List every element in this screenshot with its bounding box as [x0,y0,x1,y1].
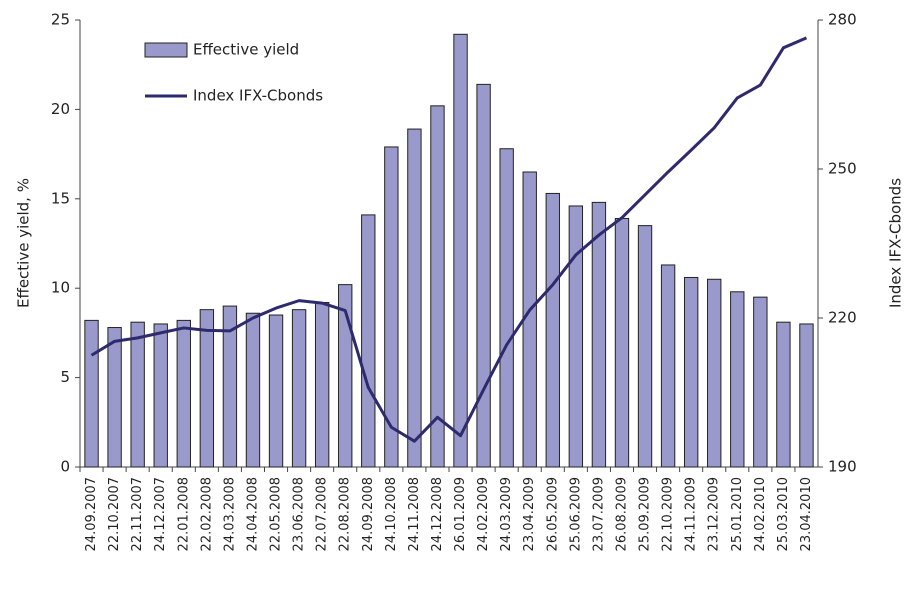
x-tick-label: 22.08.2008 [338,477,353,551]
x-tick-label: 22.05.2008 [269,477,284,551]
x-tick-label: 26.08.2009 [614,477,629,551]
x-tick-label: 23.06.2008 [292,477,307,551]
x-tick-label: 24.10.2008 [384,477,399,551]
x-tick-label: 23.12.2009 [707,477,722,551]
bar [361,214,376,468]
x-tick-label: 25.03.2010 [776,477,791,551]
x-tick-label: 24.09.2007 [84,477,99,551]
bar [199,309,215,468]
x-tick-label: 22.10.2009 [661,477,676,551]
bar [591,201,607,468]
bar [245,312,261,468]
y2-tick-label: 220 [828,309,857,327]
bar [453,33,468,468]
y-tick-label: 20 [51,100,70,118]
y-axis-label: Effective yield, % [15,178,33,308]
bar [314,302,330,468]
legend-swatch [144,42,188,58]
x-tick-label: 24.09.2008 [361,477,376,551]
bar [291,309,307,468]
x-tick-label: 24.02.2010 [753,477,768,551]
y-tick-label: 0 [60,458,70,476]
bar [130,321,145,468]
x-tick-label: 24.11.2009 [684,477,699,551]
bar [753,296,768,468]
line [90,36,808,443]
x-tick-label: 26.05.2009 [545,477,560,551]
x-tick-label: 22.11.2007 [130,477,145,551]
x-tick-label: 24.02.2009 [476,477,491,551]
bar [776,321,791,468]
x-tick-label: 24.03.2008 [222,477,237,551]
y2-tick-label: 280 [828,11,857,29]
y2-tick-label: 250 [828,160,857,178]
x-tick-label: 23.07.2009 [591,477,606,551]
y-tick-label: 10 [51,279,70,297]
x-tick-label: 22.01.2008 [176,477,191,551]
bar [176,319,191,468]
bar [499,148,514,468]
bar [84,319,99,468]
y-tick-label: 5 [60,368,70,386]
bar [707,278,722,468]
x-tick-label: 24.12.2008 [430,477,445,551]
y2-tick-label: 190 [828,458,857,476]
x-tick-label: 22.10.2007 [107,477,122,551]
bar [799,323,814,468]
y2-axis-label: Index IFX-Cbonds [887,178,905,308]
bar [222,305,238,468]
bar [384,146,399,468]
legend-label: Index IFX-Cbonds [193,87,323,105]
bar [730,291,745,468]
bar [407,128,422,468]
x-tick-label: 22.07.2008 [315,477,330,551]
bar [430,105,445,468]
legend-label: Effective yield [193,41,299,59]
y-tick-label: 25 [51,11,70,29]
x-tick-label: 24.11.2008 [407,477,422,551]
x-tick-label: 25.09.2009 [638,477,653,551]
bar [568,205,584,468]
x-tick-label: 22.02.2008 [199,477,214,551]
bar [268,314,284,468]
x-tick-label: 25.06.2009 [568,477,583,551]
bar [660,264,676,468]
y-tick-label: 15 [51,189,70,207]
bar [476,83,491,468]
x-tick-label: 25.01.2010 [730,477,745,551]
x-tick-label: 24.03.2009 [499,477,514,551]
bar [614,217,630,468]
bar [683,276,699,468]
bar [107,327,122,468]
x-tick-label: 23.04.2010 [799,477,814,551]
bar [545,192,560,468]
bar [637,225,653,468]
x-tick-label: 24.12.2007 [153,477,168,551]
x-tick-label: 23.04.2009 [522,477,537,551]
x-tick-label: 24.04.2008 [245,477,260,551]
bar [338,284,353,468]
bar [153,323,168,468]
x-tick-label: 26.01.2009 [453,477,468,551]
